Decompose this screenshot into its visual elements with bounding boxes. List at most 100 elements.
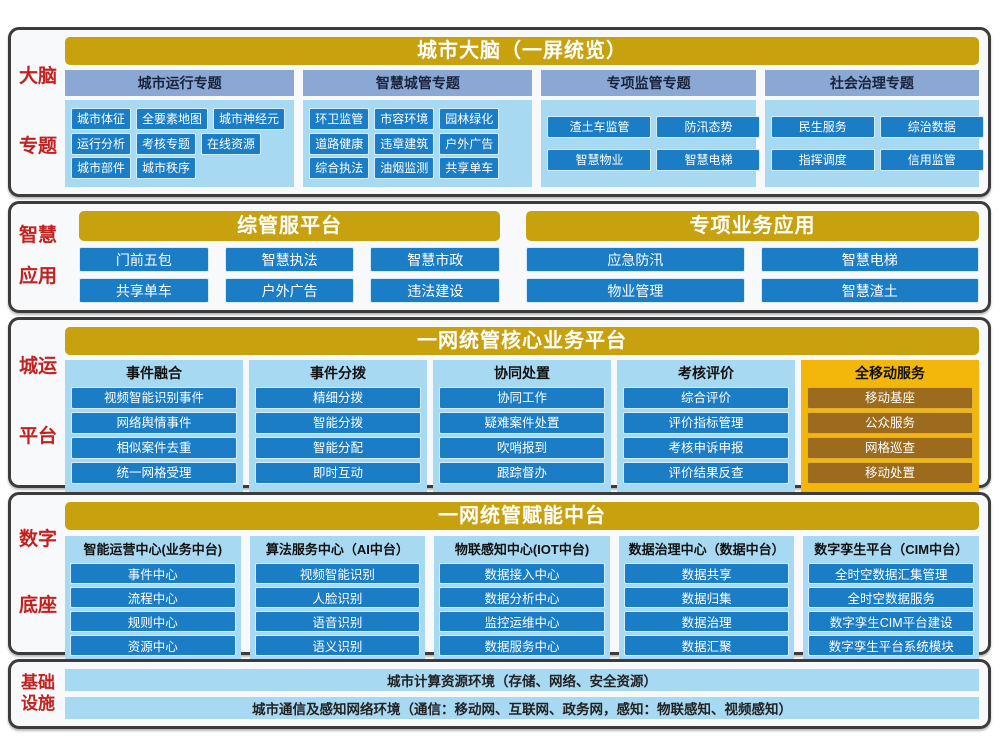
side-label-line: 城运 <box>18 355 57 377</box>
side-label-line: 应用 <box>18 266 57 288</box>
core-function-box: 视频智能识别事件 <box>71 387 237 409</box>
app-button-row: 应急防汛 智慧电梯 <box>526 247 980 272</box>
middle-column: 物联感知中心(IOT中台) 数据接入中心 数据分析中心 监控运维中心 数据服务中心 <box>434 536 610 660</box>
topic-chip: 运行分析 <box>71 132 132 155</box>
middle-function-box: 视频智能识别 <box>254 563 421 584</box>
middle-platform-side-label: 数字 底座 <box>11 495 65 652</box>
middle-function-box: 数据分析中心 <box>439 587 605 608</box>
brain-topic-panel: 城市体征 全要素地图 城市神经元 运行分析 考核专题 在线资源 城市部件 城市秩序 <box>65 100 295 187</box>
middle-function-box: 数据共享 <box>623 563 790 584</box>
side-label-line: 平台 <box>18 426 57 448</box>
app-button: 智慧执法 <box>224 247 355 272</box>
city-brain-title: 城市大脑（一屏统览） <box>65 37 979 65</box>
app-button: 户外广告 <box>224 278 355 303</box>
middle-function-box: 语义识别 <box>254 635 421 656</box>
core-function-box: 公众服务 <box>807 412 973 434</box>
smart-apps-content: 综管服平台 门前五包 智慧执法 智慧市政 共享单车 户外广告 违法建设 专项业务应用 应急防汛智… <box>65 204 988 310</box>
topic-chip-row: 指挥调度 信用监管 <box>770 149 984 171</box>
brain-topic-group-header: 城市运行专题 <box>65 70 295 96</box>
core-column-header: 全移动服务 <box>855 365 925 381</box>
topic-chip-row: 民生服务 综治数据 <box>770 116 984 138</box>
middle-function-box: 全时空数据服务 <box>808 587 974 608</box>
brain-topic-group-header: 专项监管专题 <box>541 70 756 96</box>
topic-chip: 渣土车监管 <box>547 116 652 138</box>
middle-column: 数据治理中心（数据中台） 数据共享 数据归集 数据治理 数据汇聚 <box>618 536 795 660</box>
middle-function-box: 事件中心 <box>70 563 236 584</box>
topic-chip-row: 环卫监管 市容环境 园林绿化 <box>309 107 526 130</box>
topic-chip-row: 渣土车监管 防汛态势 <box>547 116 761 138</box>
topic-chip: 综治数据 <box>879 116 984 138</box>
core-function-box: 统一网格受理 <box>71 462 237 484</box>
core-column-header: 事件融合 <box>126 365 182 381</box>
middle-function-box: 数据汇聚 <box>623 635 790 656</box>
middle-column: 算法服务中心（AI中台） 视频智能识别 人脸识别 语音识别 语义识别 <box>249 536 426 660</box>
brain-topic-group-header: 智慧城管专题 <box>303 70 533 96</box>
middle-function-box: 语音识别 <box>254 611 421 632</box>
topic-chip: 城市神经元 <box>213 107 286 130</box>
middle-column-header: 算法服务中心（AI中台） <box>265 542 409 557</box>
brain-topic-groups: 城市运行专题 城市体征 全要素地图 城市神经元 运行分析 考核专题 在线资源 城市部件 城市秩序… <box>65 70 984 187</box>
topic-chip-row: 道路健康 违章建筑 户外广告 <box>309 132 526 155</box>
core-column: 事件分拨 精细分拨 智能分拨 智能分配 即时互动...... <box>249 360 427 498</box>
brain-topic-group: 社会治理专题 民生服务 综治数据 指挥调度 信用监管 <box>764 70 984 187</box>
middle-function-box: 数据服务中心 <box>439 635 605 656</box>
middle-platform-title: 一网统管赋能中台 <box>65 502 979 530</box>
city-brain-side-label: 大脑 专题 <box>11 30 65 194</box>
topic-chip: 防汛态势 <box>656 116 761 138</box>
core-column-header: 协同处置 <box>494 365 550 381</box>
middle-column-header: 数据治理中心（数据中台） <box>628 542 785 557</box>
core-function-box: 精细分拨 <box>255 387 421 409</box>
app-button-row: 物业管理 智慧渣土 <box>526 278 980 303</box>
side-label-line: 数字 <box>18 528 57 550</box>
app-button: 门前五包 <box>79 247 209 272</box>
topic-chip: 智慧电梯 <box>656 149 761 171</box>
brain-topic-group: 城市运行专题 城市体征 全要素地图 城市神经元 运行分析 考核专题 在线资源 城市部件 城市秩序 <box>65 70 295 187</box>
core-column: 考核评价 综合评价 评价指标管理 考核申诉申报 评价结果反查...... <box>617 360 795 498</box>
infrastructure-side-label: 基础 设施 <box>11 662 65 726</box>
side-label-line: 底座 <box>18 595 57 617</box>
section-middle-platform: 数字 底座 一网统管赋能中台 智能运营中心(业务中台) 事件中心 流程中心 规则中心资… <box>8 492 991 660</box>
core-platform-title: 一网统管核心业务平台 <box>65 327 979 355</box>
side-label-line: 基础 <box>21 673 55 693</box>
core-column-header: 事件分拨 <box>310 365 366 381</box>
core-function-box: 智能分配 <box>255 437 421 459</box>
topic-chip: 全要素地图 <box>136 107 209 130</box>
core-function-box: 智能分拨 <box>255 412 421 434</box>
topic-chip-row: 智慧物业 智慧电梯 <box>547 149 761 171</box>
core-platform-side-label: 城运 平台 <box>11 320 65 485</box>
app-button: 物业管理 <box>526 278 745 303</box>
core-function-box: 移动基座 <box>807 387 973 409</box>
core-function-box: 疑难案件处置 <box>439 412 605 434</box>
middle-function-box: 资源中心 <box>70 635 236 656</box>
topic-chip: 油烟监测 <box>374 157 435 180</box>
topic-chip-row: 城市部件 城市秩序 <box>71 157 288 180</box>
section-core-platform: 城运 平台 一网统管核心业务平台 事件融合 视频智能识别事件 网络舆情事件 相似案件去… <box>8 317 991 498</box>
brain-topic-panel: 环卫监管 市容环境 园林绿化 道路健康 违章建筑 户外广告 综合执法 油烟监测 共享单车 <box>303 100 533 187</box>
side-label-line: 智慧 <box>18 225 57 247</box>
section-smart-applications: 智慧 应用 综管服平台 门前五包 智慧执法 智慧市政 共享单车 户外广告 违法建设 专项业务应… <box>8 201 991 313</box>
core-platform-content: 一网统管核心业务平台 事件融合 视频智能识别事件 网络舆情事件 相似案件去重 统一网格受… <box>65 320 988 498</box>
app-button: 智慧电梯 <box>760 247 980 272</box>
brain-topic-group: 专项监管专题 渣土车监管 防汛态势 智慧物业 智慧电梯 <box>541 70 761 187</box>
middle-column-header: 数字孪生平台（CIM中台） <box>814 542 969 557</box>
app-button: 智慧渣土 <box>760 278 980 303</box>
side-label-line: 专题 <box>18 135 57 157</box>
middle-function-box: 流程中心 <box>70 587 236 608</box>
section-infrastructure: 基础 设施 城市计算资源环境（存储、网络、安全资源） 城市通信及感知网络环境（通信… <box>8 659 991 729</box>
core-function-box: 相似案件去重 <box>71 437 237 459</box>
core-column: 协同处置 协同工作 疑难案件处置 吹哨报到 跟踪督办...... <box>433 360 611 498</box>
middle-function-box: 数字孪生平台系统模块 <box>808 635 974 656</box>
topic-chip: 环卫监管 <box>309 107 370 130</box>
topic-chip-row: 运行分析 考核专题 在线资源 <box>71 132 288 155</box>
middle-function-box: 数据接入中心 <box>439 563 605 584</box>
app-group: 综管服平台 门前五包 智慧执法 智慧市政 共享单车 户外广告 违法建设 <box>79 211 501 303</box>
topic-chip: 户外广告 <box>439 132 500 155</box>
smart-apps-side-label: 智慧 应用 <box>11 204 65 310</box>
app-group-title: 综管服平台 <box>79 211 501 241</box>
topic-chip: 园林绿化 <box>439 107 500 130</box>
topic-chip-row: 综合执法 油烟监测 共享单车 <box>309 157 526 180</box>
core-columns: 事件融合 视频智能识别事件 网络舆情事件 相似案件去重 统一网格受理...... 事件分拨… <box>65 360 979 498</box>
core-function-box: 网格巡查 <box>807 437 973 459</box>
middle-columns: 智能运营中心(业务中台) 事件中心 流程中心 规则中心 资源中心 算法服务中心（AI中台）… <box>65 536 979 660</box>
middle-function-box: 数据归集 <box>623 587 790 608</box>
